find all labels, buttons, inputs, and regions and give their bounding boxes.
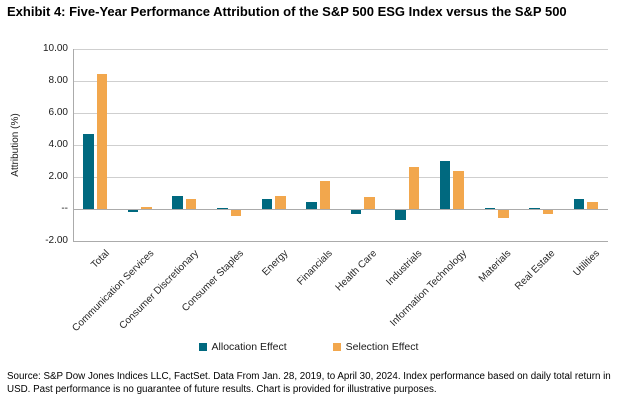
gridline [73, 240, 608, 242]
y-tick-label: 8.00 [48, 75, 68, 86]
y-tick-label: 2.00 [48, 171, 68, 182]
allocation-effect-swatch-icon [198, 343, 207, 351]
x-axis-category-label: Consumer Discretionary [117, 248, 202, 332]
bar-allocation-effect [172, 196, 183, 209]
bar-selection-effect [542, 210, 554, 214]
source-note: Source: S&P Dow Jones Indices LLC, FactS… [7, 371, 611, 395]
y-tick-label: -2.00 [45, 235, 68, 246]
bar-selection-effect [185, 198, 197, 209]
x-axis-category-label: Information Technology [387, 248, 469, 329]
y-axis-line [73, 49, 74, 241]
bar-selection-effect [498, 210, 509, 218]
bar-allocation-effect [439, 161, 451, 209]
gridline [73, 176, 608, 178]
chart-title: Exhibit 4: Five-Year Performance Attribu… [7, 4, 567, 19]
bar-selection-effect [141, 206, 152, 209]
legend-item-allocation-effect: Allocation Effect [198, 341, 287, 353]
bar-selection-effect [364, 197, 375, 209]
bar-allocation-effect [395, 210, 406, 221]
y-tick-label: 6.00 [48, 107, 68, 118]
bar-selection-effect [319, 181, 331, 209]
bar-allocation-effect [573, 199, 585, 209]
x-axis-category-label: Communication Services [70, 248, 157, 334]
x-axis-category-label: Energy [260, 248, 291, 279]
bar-selection-effect [96, 73, 108, 209]
bar-allocation-effect [529, 208, 540, 209]
legend-label-selection-effect: Selection Effect [345, 341, 419, 353]
x-axis-category-label: Utilities [571, 248, 603, 279]
x-axis-category-label: Real Estate [513, 248, 558, 293]
x-axis-category-label: Financials [295, 248, 335, 288]
x-axis-category-label: Materials [476, 248, 514, 285]
x-axis-category-label: Health Care [334, 248, 380, 294]
bar-selection-effect [453, 171, 464, 209]
selection-effect-swatch-icon [332, 343, 341, 351]
bar-allocation-effect [484, 208, 496, 209]
legend-label-allocation-effect: Allocation Effect [211, 341, 287, 353]
bar-selection-effect [230, 210, 242, 216]
x-axis-category-label: Industrials [384, 248, 425, 289]
bar-allocation-effect [83, 133, 94, 209]
bar-allocation-effect [306, 201, 317, 209]
bar-selection-effect [275, 196, 286, 209]
bar-allocation-effect [217, 208, 228, 209]
y-tick-label: -- [61, 203, 68, 214]
gridline [73, 208, 608, 210]
x-axis-category-label: Total [89, 248, 113, 271]
bar-allocation-effect [261, 198, 273, 209]
gridline [73, 112, 608, 114]
gridline [73, 144, 608, 146]
y-axis-title: Attribution (%) [10, 113, 21, 177]
y-tick-label: 4.00 [48, 139, 68, 150]
chart-legend: Allocation Effect Selection Effect [0, 341, 617, 353]
gridline [73, 80, 608, 82]
bar-selection-effect [587, 201, 598, 209]
y-tick-label: 10.00 [42, 43, 68, 54]
legend-item-selection-effect: Selection Effect [332, 341, 419, 353]
gridline [73, 48, 608, 50]
bar-allocation-effect [350, 210, 362, 214]
bar-selection-effect [408, 167, 420, 209]
bar-allocation-effect [127, 210, 139, 212]
